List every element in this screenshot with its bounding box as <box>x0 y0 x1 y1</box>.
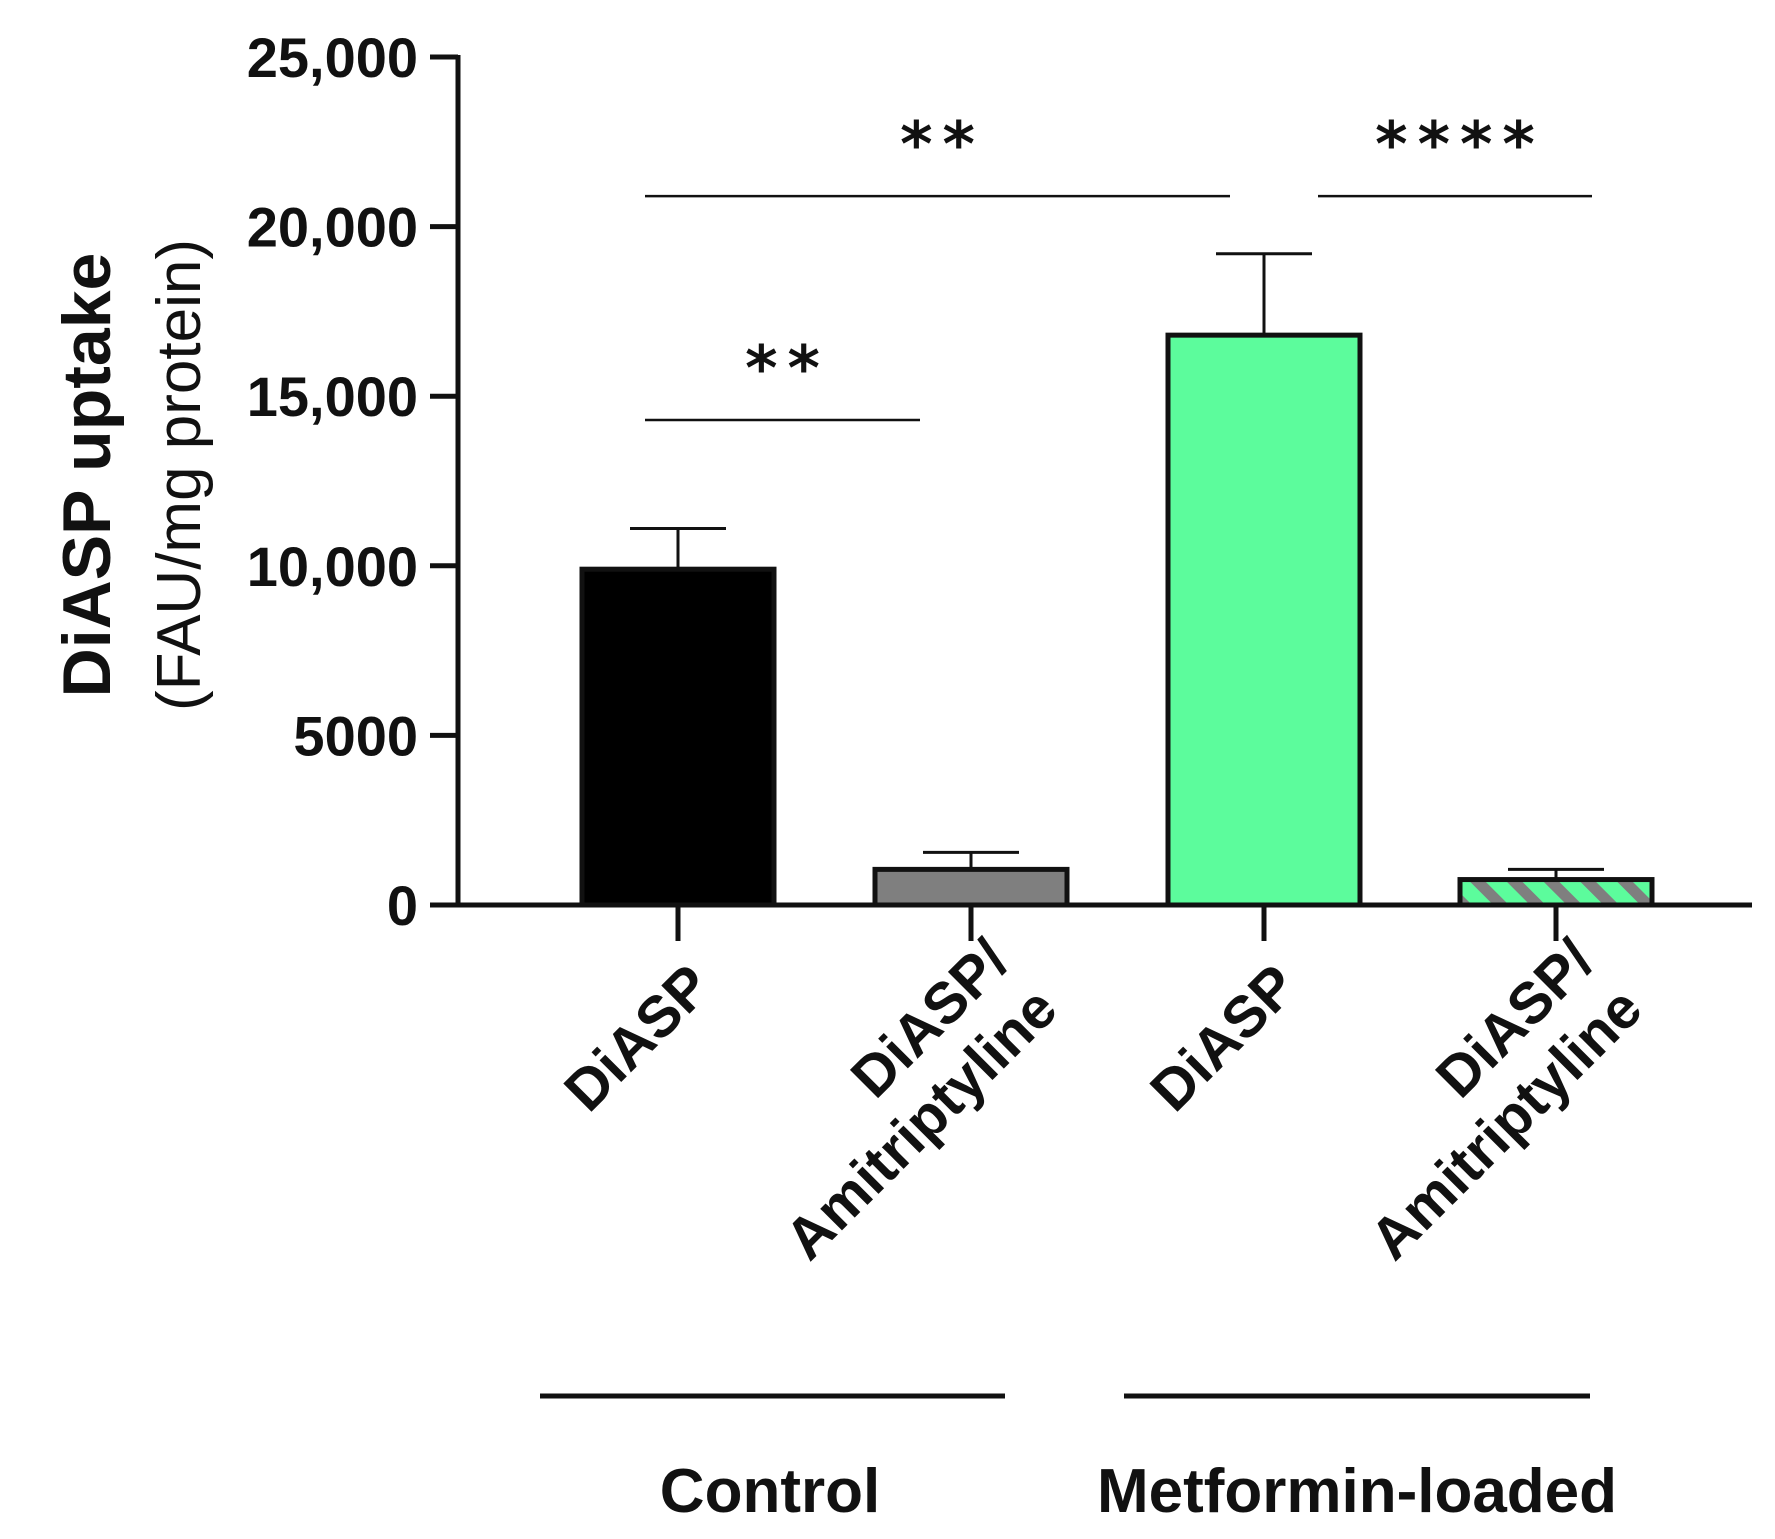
bars <box>579 252 1655 908</box>
group-label: Control <box>660 1457 880 1526</box>
y-tick-label: 15,000 <box>247 365 418 428</box>
y-tick-label: 25,000 <box>247 26 418 89</box>
group-labels: Control Metformin-loaded <box>540 1393 1617 1526</box>
bar <box>1165 332 1363 908</box>
category-labels: DiASP DiASP/Amitriptyline DiASP DiASP/Amitr… <box>552 927 1654 1272</box>
y-axis-label: DiASP uptake <box>49 253 125 698</box>
y-tick-label: 0 <box>387 874 418 937</box>
significance-brackets: **** **** <box>645 108 1592 422</box>
y-tick-label: 20,000 <box>247 196 418 259</box>
bar <box>872 866 1070 908</box>
significance-label: ** <box>745 332 830 405</box>
x-tick-label: DiASP <box>1138 952 1309 1123</box>
significance-label: ** <box>900 108 985 181</box>
x-tick-label: DiASP/Amitriptyline <box>725 927 1070 1272</box>
x-tick-label: DiASP/Amitriptyline <box>1310 927 1655 1272</box>
group-label: Metformin-loaded <box>1097 1457 1617 1526</box>
x-tick-label: DiASP <box>552 952 723 1123</box>
y-tick-label: 5000 <box>293 704 418 767</box>
axes: 0 5000 10,000 15,000 20,000 25,000 <box>247 26 1752 941</box>
bar <box>579 566 777 908</box>
bar <box>1457 877 1655 908</box>
y-tick-label: 10,000 <box>247 535 418 598</box>
y-axis-title: DiASP uptake (FAU/mg protein) <box>49 239 214 711</box>
y-axis-unit-label: (FAU/mg protein) <box>145 239 214 711</box>
significance-label: **** <box>1375 108 1545 181</box>
